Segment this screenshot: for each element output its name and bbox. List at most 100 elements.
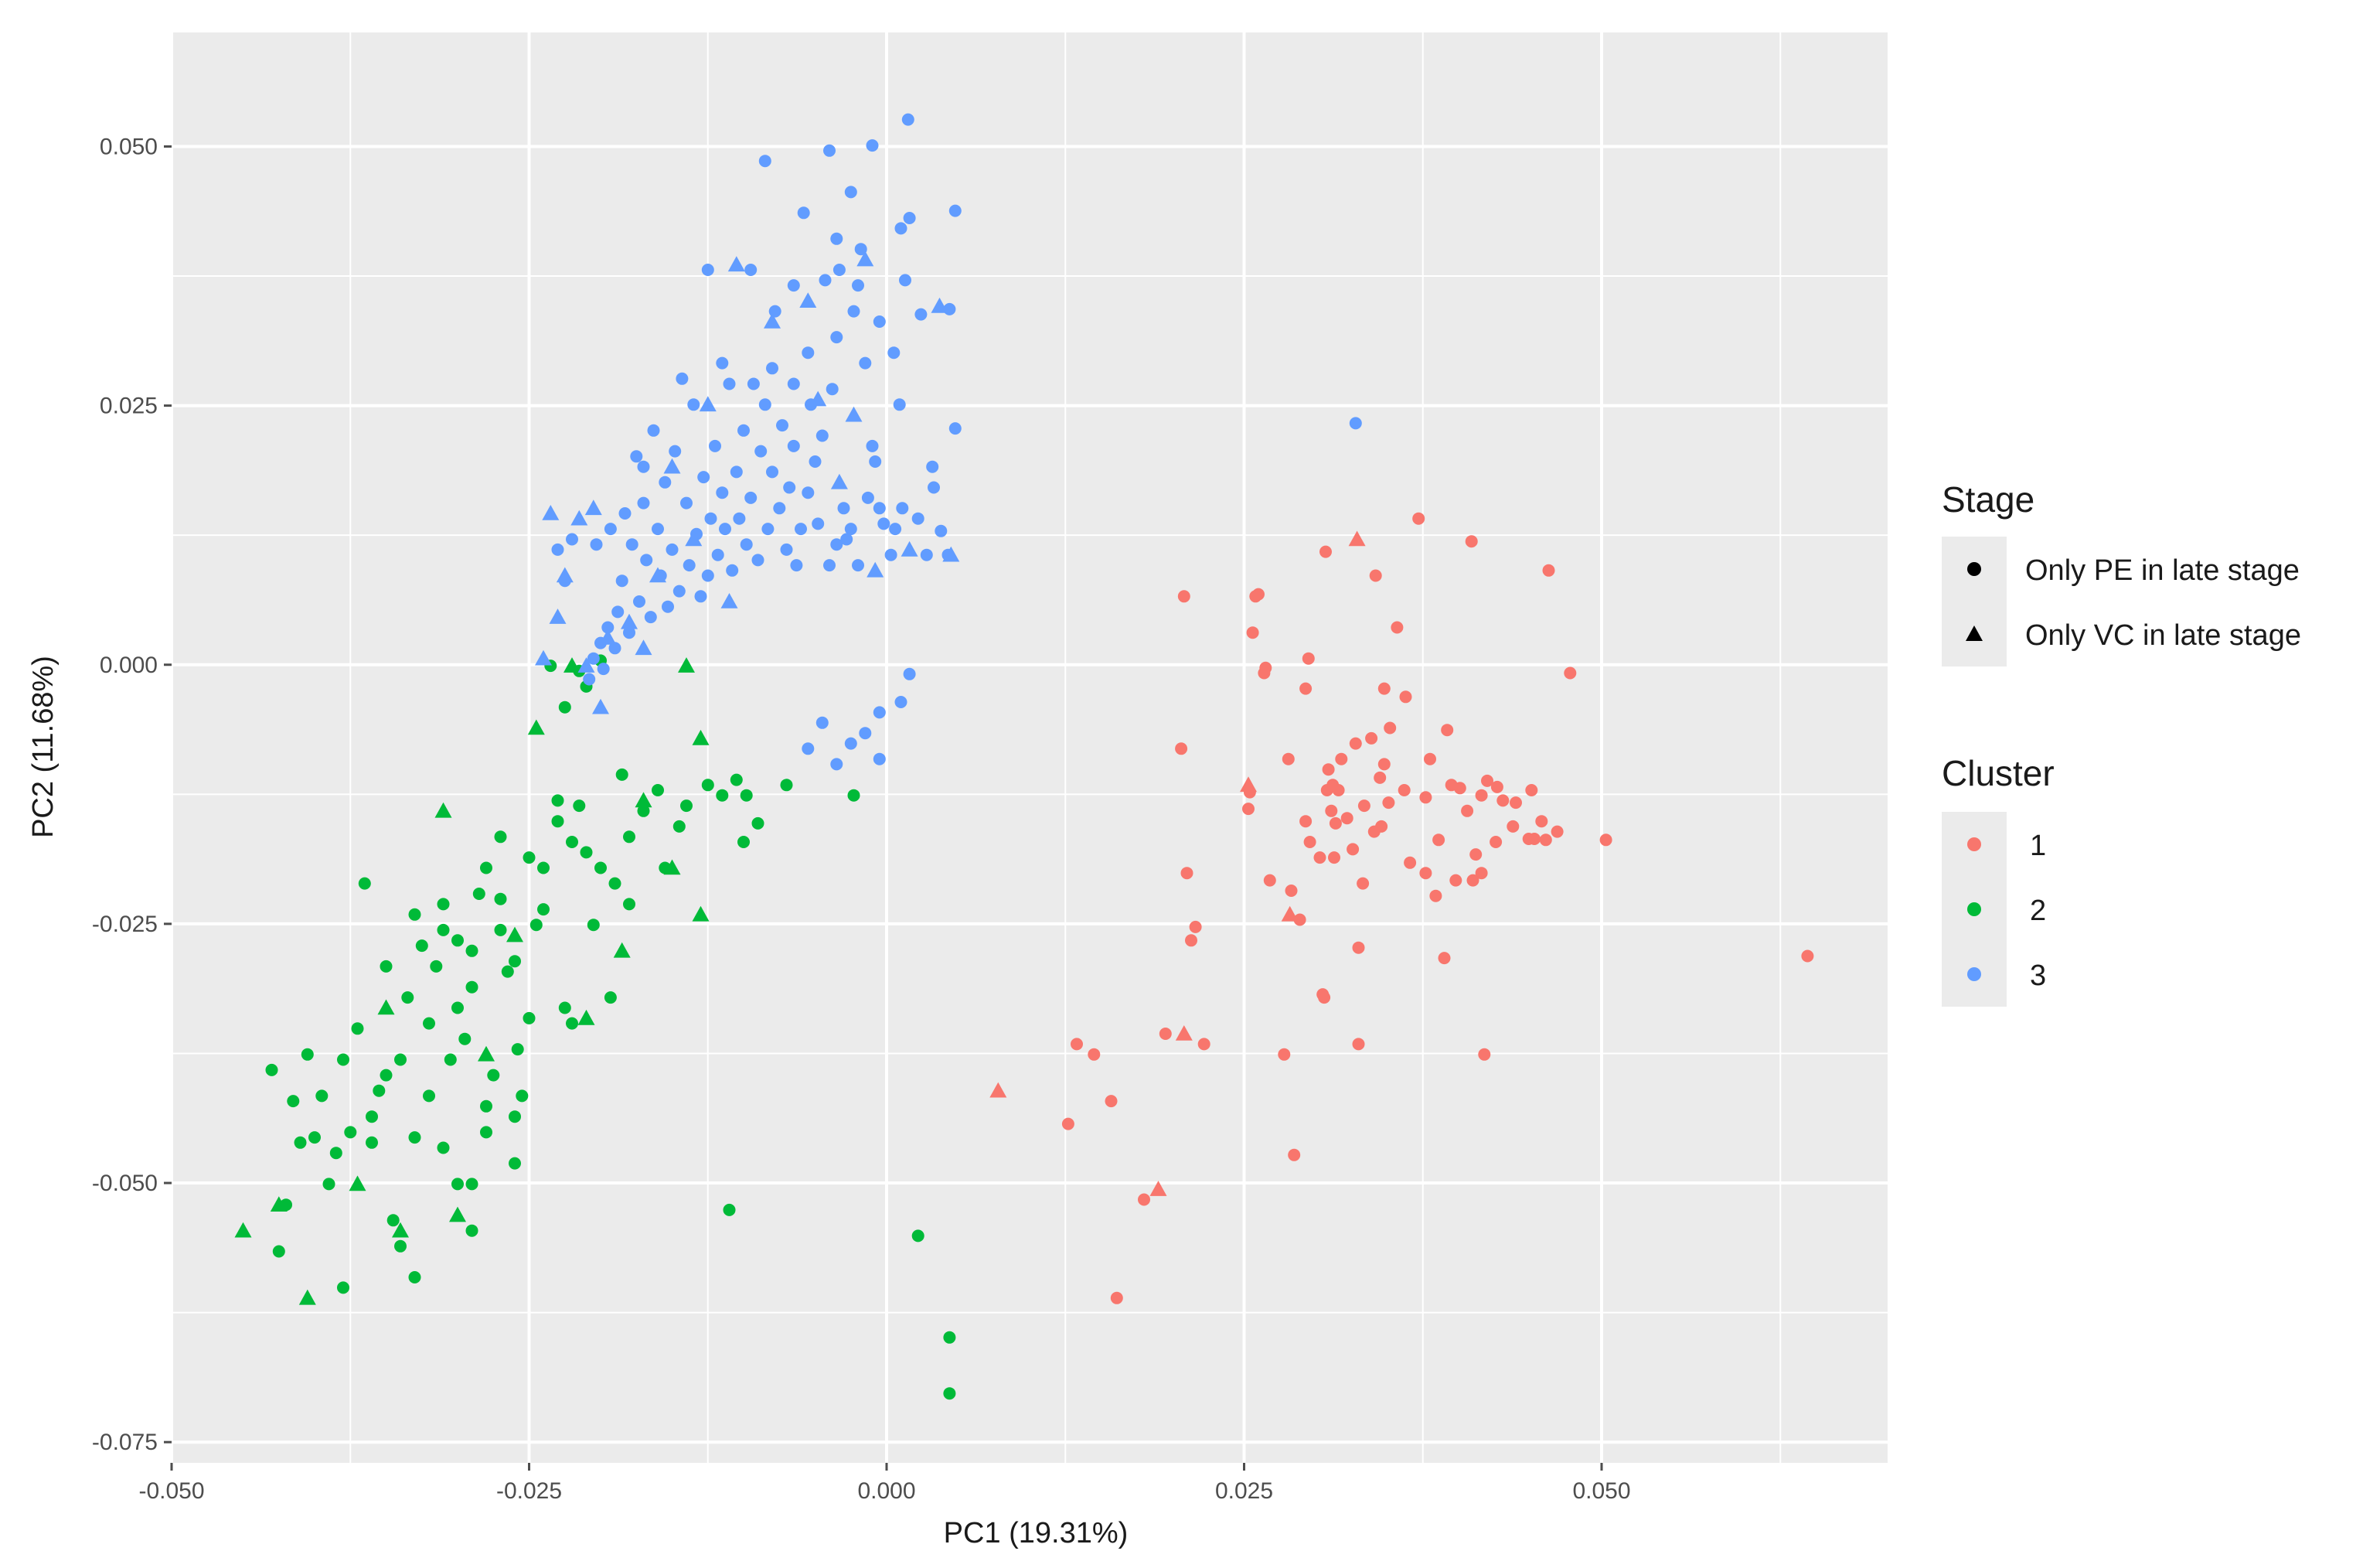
data-point-cluster-1 [1285, 885, 1298, 897]
data-point-cluster-2 [401, 991, 414, 1004]
data-point-cluster-2 [551, 815, 564, 828]
data-point-cluster-1 [1374, 771, 1387, 784]
data-triangle-cluster-2 [506, 926, 523, 943]
data-point-cluster-2 [558, 700, 571, 714]
data-point-cluster-2 [509, 1110, 521, 1123]
data-triangle-cluster-2 [663, 859, 681, 875]
data-point-cluster-3 [869, 455, 882, 468]
y-axis-title: PC2 (11.68%) [27, 656, 60, 838]
data-point-cluster-3 [859, 356, 872, 370]
data-point-cluster-3 [887, 346, 901, 360]
data-point-cluster-1 [1189, 920, 1202, 933]
data-point-cluster-3 [893, 398, 906, 411]
data-point-cluster-3 [780, 543, 793, 556]
data-point-cluster-2 [740, 789, 753, 802]
data-point-cluster-3 [823, 559, 836, 572]
data-point-cluster-2 [604, 991, 617, 1004]
data-point-cluster-2 [680, 799, 693, 813]
y-tick-label: -0.075 [92, 1430, 158, 1455]
data-point-cluster-2 [501, 965, 514, 978]
data-triangle-cluster-2 [577, 1009, 595, 1025]
x-tick-label: 0.025 [1215, 1478, 1273, 1504]
data-point-cluster-3 [797, 206, 810, 220]
data-point-cluster-1 [1564, 666, 1577, 680]
data-point-cluster-1 [1461, 804, 1474, 817]
data-point-cluster-3 [787, 439, 800, 452]
data-point-cluster-3 [802, 486, 815, 499]
data-point-cluster-2 [287, 1095, 300, 1108]
data-point-cluster-3 [683, 559, 696, 572]
data-point-cluster-3 [809, 455, 822, 468]
data-point-cluster-1 [1441, 724, 1454, 737]
data-point-cluster-3 [659, 476, 672, 489]
data-point-cluster-1 [1328, 851, 1340, 864]
data-triangle-cluster-3 [584, 499, 602, 516]
data-point-cluster-3 [903, 212, 916, 224]
data-point-cluster-2 [911, 1229, 924, 1242]
data-point-cluster-3 [601, 621, 615, 634]
data-point-cluster-1 [1445, 779, 1458, 792]
data-triangle-cluster-3 [635, 639, 652, 656]
data-triangle-cluster-2 [527, 719, 545, 735]
data-point-cluster-2 [494, 830, 507, 844]
data-point-cluster-3 [901, 113, 914, 126]
data-point-cluster-1 [1352, 941, 1365, 954]
data-point-cluster-3 [920, 548, 933, 561]
data-point-cluster-1 [1320, 784, 1333, 796]
data-point-cluster-3 [844, 186, 857, 199]
x-tick-label: 0.050 [1572, 1478, 1630, 1504]
data-point-cluster-3 [884, 548, 897, 561]
data-point-cluster-3 [935, 524, 948, 537]
data-point-cluster-1 [1263, 874, 1276, 887]
data-point-cluster-3 [861, 491, 874, 504]
data-point-cluster-2 [494, 923, 507, 936]
data-point-cluster-3 [701, 264, 714, 276]
data-point-cluster-1 [1061, 1117, 1074, 1130]
data-point-cluster-3 [877, 517, 890, 530]
data-point-cluster-2 [509, 955, 521, 968]
data-triangle-cluster-1 [1240, 776, 1257, 793]
data-point-cluster-1 [1412, 512, 1425, 525]
data-triangle-cluster-3 [764, 313, 781, 329]
data-point-cluster-2 [480, 1099, 492, 1113]
data-point-cluster-2 [529, 919, 543, 932]
data-point-cluster-1 [1246, 626, 1259, 639]
data-point-cluster-3 [590, 538, 603, 551]
data-point-cluster-1 [1293, 913, 1306, 926]
data-point-cluster-3 [744, 491, 758, 504]
data-triangle-cluster-3 [856, 251, 874, 267]
data-point-cluster-2 [451, 1001, 464, 1014]
data-point-cluster-1 [1801, 949, 1814, 963]
data-point-cluster-3 [711, 548, 724, 561]
data-point-cluster-1 [1349, 737, 1362, 750]
data-point-cluster-1 [1377, 758, 1391, 771]
data-point-cluster-2 [465, 1178, 478, 1191]
data-points [234, 113, 1814, 1400]
data-point-cluster-2 [623, 898, 635, 911]
data-triangle-cluster-2 [678, 657, 695, 673]
data-point-cluster-3 [948, 204, 962, 217]
data-point-cluster-2 [430, 960, 443, 973]
data-point-cluster-3 [637, 496, 650, 510]
data-point-cluster-3 [776, 419, 788, 432]
data-point-cluster-2 [523, 851, 536, 864]
axes: -0.050 -0.025 0.000 0.025 0.050 -0.075 -0.050 -… [92, 134, 1631, 1504]
data-triangle-cluster-1 [1348, 530, 1366, 547]
data-point-cluster-2 [847, 789, 860, 802]
data-point-cluster-3 [640, 554, 653, 567]
data-point-cluster-2 [523, 1011, 536, 1024]
data-point-cluster-2 [594, 861, 607, 874]
data-point-cluster-2 [294, 1136, 307, 1149]
y-tick-label: 0.050 [100, 134, 158, 159]
data-point-cluster-1 [1599, 833, 1612, 847]
data-point-cluster-2 [366, 1136, 378, 1149]
data-point-cluster-3 [889, 523, 902, 536]
data-point-cluster-2 [437, 898, 450, 911]
data-point-cluster-3 [747, 377, 760, 390]
legend-cluster: Cluster 1 2 3 [1942, 753, 2055, 1007]
data-point-cluster-1 [1432, 833, 1445, 847]
data-point-cluster-1 [1382, 796, 1395, 810]
data-triangle-cluster-2 [377, 999, 395, 1015]
data-triangle-cluster-2 [298, 1289, 316, 1305]
